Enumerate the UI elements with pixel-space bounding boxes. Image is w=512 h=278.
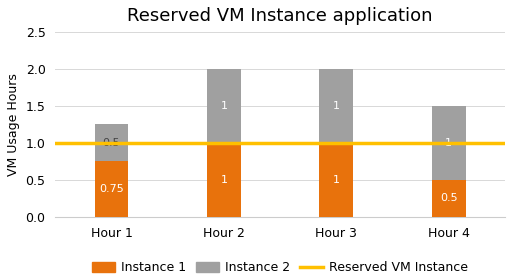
Bar [207,143,241,217]
Text: 0.5: 0.5 [440,193,458,203]
Text: 1: 1 [333,101,340,111]
Text: 1: 1 [220,175,227,185]
Bar [207,69,241,143]
Bar [319,143,353,217]
Y-axis label: VM Usage Hours: VM Usage Hours [7,73,20,176]
Text: 1: 1 [333,175,340,185]
Text: 0.75: 0.75 [99,184,124,194]
Title: Reserved VM Instance application: Reserved VM Instance application [127,7,433,25]
Text: 1: 1 [220,101,227,111]
Text: 1: 1 [445,138,452,148]
Bar [432,180,466,217]
Bar [319,69,353,143]
Reserved VM Instance [109,141,115,145]
Reserved VM Instance [221,141,227,145]
Legend: Instance 1, Instance 2, Reserved VM Instance: Instance 1, Instance 2, Reserved VM Inst… [88,256,473,278]
Bar [95,162,129,217]
Text: 0.5: 0.5 [102,138,120,148]
Bar [432,106,466,180]
Bar [95,125,129,162]
